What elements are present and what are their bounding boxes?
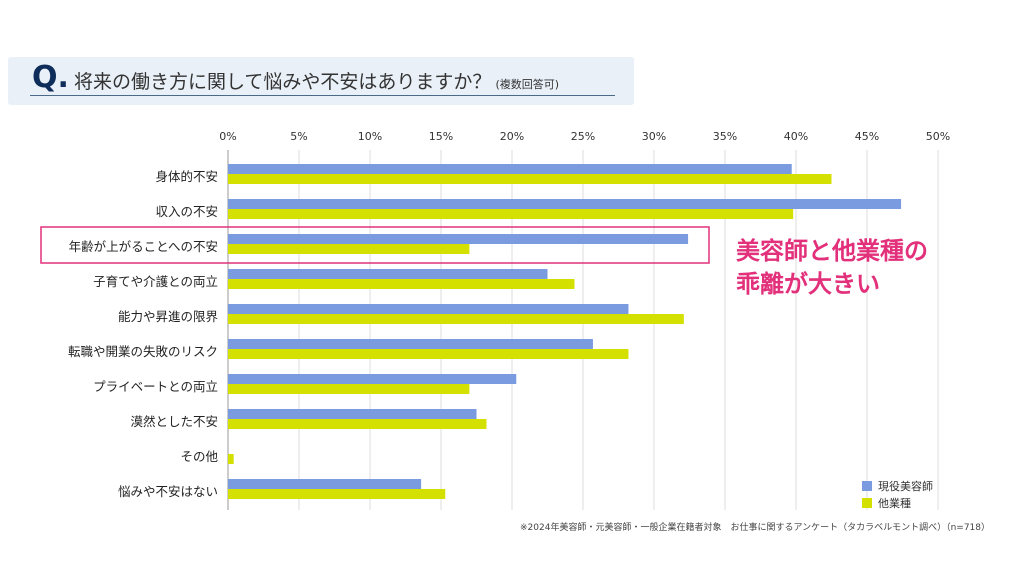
bar-blue — [228, 409, 477, 419]
legend: 現役美容師 他業種 — [862, 478, 933, 512]
bar-blue — [228, 339, 593, 349]
tick-label: 20% — [500, 130, 524, 143]
tick-label: 25% — [571, 130, 595, 143]
tick-label: 15% — [429, 130, 453, 143]
category-label: 身体的不安 — [155, 169, 218, 184]
footnote: ※2024年美容師・元美容師・一般企業在籍者対象 お仕事に関するアンケート（タカ… — [520, 523, 991, 533]
tick-label: 35% — [713, 130, 737, 143]
tick-label: 30% — [642, 130, 666, 143]
annotation-line-1: 美容師と他業種の — [736, 237, 928, 265]
tick-label: 40% — [784, 130, 808, 143]
tick-label: 5% — [290, 130, 307, 143]
legend-swatch — [862, 481, 872, 491]
legend-item-yellow: 他業種 — [862, 495, 933, 512]
legend-swatch — [862, 498, 872, 508]
bar-yellow — [228, 174, 832, 184]
bar-yellow — [228, 279, 575, 289]
bar-yellow — [228, 314, 684, 324]
tick-label: 0% — [219, 130, 236, 143]
category-label: 漠然とした不安 — [130, 414, 218, 429]
tick-label: 50% — [926, 130, 950, 143]
bar-blue — [228, 269, 548, 279]
bar-blue — [228, 374, 517, 384]
bar-blue — [228, 304, 629, 314]
category-label: プライベートとの両立 — [93, 379, 218, 394]
bar-yellow — [228, 384, 470, 394]
legend-label: 他業種 — [878, 497, 911, 510]
bar-yellow — [228, 209, 794, 219]
bar-blue — [228, 479, 422, 489]
annotation: 美容師と他業種の 乖離が大きい — [736, 235, 928, 301]
question: 将来の働き方に関して悩みや不安はありますか？ — [74, 71, 492, 93]
category-label: 能力や昇進の限界 — [118, 309, 219, 324]
question-text: 将来の働き方に関して悩みや不安はありますか？ (複数回答可) — [74, 67, 559, 94]
category-label: 年齢が上がることへの不安 — [69, 239, 218, 254]
bar-yellow — [228, 489, 446, 499]
tick-label: 10% — [358, 130, 382, 143]
legend-label: 現役美容師 — [878, 480, 933, 493]
question-mark-label: Q. — [32, 60, 69, 95]
bar-yellow — [228, 454, 234, 464]
category-label: 子育てや介護との両立 — [93, 274, 218, 289]
bar-yellow — [228, 244, 470, 254]
question-note: (複数回答可) — [495, 78, 560, 91]
question-box — [8, 57, 634, 105]
bar-blue — [228, 234, 689, 244]
tick-label: 45% — [855, 130, 879, 143]
annotation-line-2: 乖離が大きい — [736, 270, 880, 298]
bar-yellow — [228, 419, 487, 429]
highlight-box — [40, 226, 710, 264]
bar-blue — [228, 164, 792, 174]
category-label: 悩みや不安はない — [118, 484, 218, 499]
category-label: その他 — [180, 449, 218, 464]
category-label: 転職や開業の失敗のリスク — [68, 344, 218, 359]
category-label: 収入の不安 — [155, 204, 218, 219]
legend-item-blue: 現役美容師 — [862, 478, 933, 495]
bar-blue — [228, 199, 902, 209]
bar-yellow — [228, 349, 629, 359]
question-underline — [30, 95, 615, 96]
